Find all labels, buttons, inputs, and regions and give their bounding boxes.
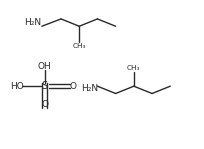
Text: HO: HO	[10, 82, 23, 91]
Text: S: S	[42, 81, 48, 91]
Text: H₂N: H₂N	[24, 18, 41, 27]
Text: CH₃: CH₃	[72, 43, 85, 49]
Text: O: O	[41, 100, 48, 109]
Text: H₂N: H₂N	[80, 84, 98, 93]
Text: OH: OH	[38, 62, 51, 71]
Text: O: O	[69, 82, 76, 91]
Text: CH₃: CH₃	[126, 65, 140, 71]
